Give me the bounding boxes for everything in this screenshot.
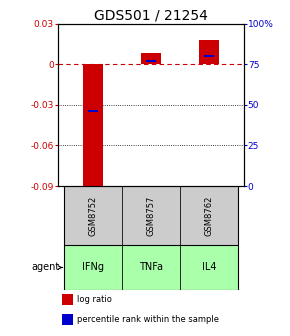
Text: IL4: IL4 <box>202 262 216 272</box>
Text: log ratio: log ratio <box>77 295 111 304</box>
Bar <box>204 55 214 57</box>
Bar <box>64 186 122 245</box>
Text: IFNg: IFNg <box>82 262 104 272</box>
Bar <box>122 186 180 245</box>
Bar <box>62 294 73 305</box>
Bar <box>141 53 161 64</box>
Text: GSM8757: GSM8757 <box>146 195 155 236</box>
Bar <box>64 245 122 290</box>
Title: GDS501 / 21254: GDS501 / 21254 <box>94 8 208 23</box>
Bar <box>199 40 219 64</box>
Bar <box>62 314 73 325</box>
Text: TNFa: TNFa <box>139 262 163 272</box>
Bar <box>122 245 180 290</box>
Bar <box>88 110 98 112</box>
Text: GSM8752: GSM8752 <box>88 195 97 236</box>
Text: GSM8762: GSM8762 <box>204 195 213 236</box>
Bar <box>146 60 156 62</box>
Bar <box>83 64 103 189</box>
Bar <box>180 245 238 290</box>
Bar <box>180 186 238 245</box>
Text: agent: agent <box>31 262 59 272</box>
Text: percentile rank within the sample: percentile rank within the sample <box>77 314 219 324</box>
